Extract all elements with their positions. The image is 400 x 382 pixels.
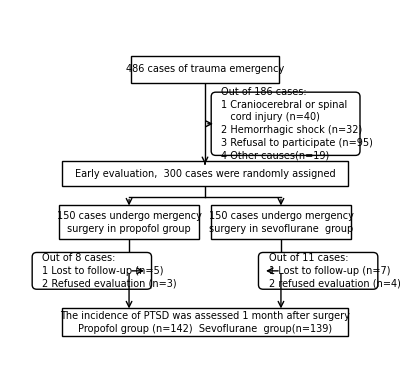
FancyBboxPatch shape xyxy=(59,206,199,239)
FancyBboxPatch shape xyxy=(211,92,360,155)
Text: Out of 11 cases:
1 Lost to follow-up (n=7)
2 refused evaluation (n=4): Out of 11 cases: 1 Lost to follow-up (n=… xyxy=(269,253,400,289)
FancyBboxPatch shape xyxy=(62,308,348,336)
FancyBboxPatch shape xyxy=(32,253,152,289)
FancyBboxPatch shape xyxy=(258,253,378,289)
Text: Early evaluation,  300 cases were randomly assigned: Early evaluation, 300 cases were randoml… xyxy=(75,169,335,179)
Text: 150 cases undergo mergency
surgery in propofol group: 150 cases undergo mergency surgery in pr… xyxy=(57,211,202,234)
Text: The incidence of PTSD was assessed 1 month after surgery
Propofol group (n=142) : The incidence of PTSD was assessed 1 mon… xyxy=(60,311,350,334)
FancyBboxPatch shape xyxy=(211,206,351,239)
Text: 150 cases undergo mergency
surgery in sevoflurane  group: 150 cases undergo mergency surgery in se… xyxy=(208,211,353,234)
FancyBboxPatch shape xyxy=(62,161,348,186)
Text: Out of 8 cases:
1 Lost to follow-up (n=5)
2 Refused evaluation (n=3): Out of 8 cases: 1 Lost to follow-up (n=5… xyxy=(42,253,177,289)
FancyBboxPatch shape xyxy=(131,56,279,83)
Text: Out of 186 cases:
1 Craniocerebral or spinal
   cord injury (n=40)
2 Hemorrhagic: Out of 186 cases: 1 Craniocerebral or sp… xyxy=(222,87,373,161)
Text: 486 cases of trauma emergency: 486 cases of trauma emergency xyxy=(126,65,284,74)
